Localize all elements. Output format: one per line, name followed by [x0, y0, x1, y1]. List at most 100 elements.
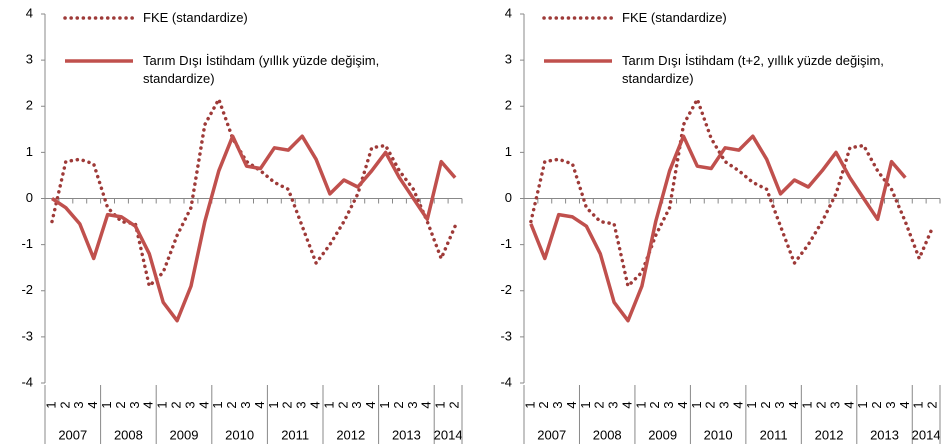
y-tick-label: -1 [21, 236, 33, 251]
x-tick-label: 2 [113, 401, 128, 408]
y-tick-label: 4 [26, 5, 33, 20]
series-line [51, 134, 457, 323]
x-tick-label: 2 [224, 401, 239, 408]
x-tick-label: 3 [238, 401, 253, 408]
series-line [529, 97, 935, 288]
x-group-label: 2013 [392, 427, 421, 442]
x-tick-label: 1 [433, 401, 448, 408]
x-tick-label: 1 [377, 401, 392, 408]
legend-item: FKE (standardize) [143, 10, 248, 25]
x-tick-label: 2 [446, 401, 461, 408]
x-group-label: 2014 [434, 427, 463, 442]
x-tick-label: 4 [307, 401, 322, 408]
y-tick-label: 1 [505, 144, 512, 159]
x-tick-label: 4 [841, 401, 856, 408]
x-tick-label: 1 [744, 401, 759, 408]
x-tick-label: 3 [127, 401, 142, 408]
x-group-label: 2010 [225, 427, 254, 442]
x-tick-label: 1 [155, 401, 170, 408]
x-tick-label: 1 [522, 401, 537, 408]
panel: -4-3-2-101234123412341234123412341234123… [21, 5, 463, 444]
x-tick-label: 4 [419, 401, 434, 408]
x-group-label: 2012 [336, 427, 365, 442]
x-group-label: 2009 [170, 427, 199, 442]
x-group-label: 2014 [912, 427, 941, 442]
x-group-label: 2007 [537, 427, 566, 442]
x-tick-label: 4 [252, 401, 267, 408]
y-tick-label: 0 [505, 190, 512, 205]
x-tick-label: 3 [349, 401, 364, 408]
panel: -4-3-2-101234123412341234123412341234123… [500, 5, 941, 444]
y-tick-label: 1 [26, 144, 33, 159]
legend-item: Tarım Dışı İstihdam (t+2, yıllık yüzde d… [622, 53, 884, 86]
series-line [50, 97, 457, 288]
x-tick-label: 1 [800, 401, 815, 408]
x-group-label: 2012 [815, 427, 844, 442]
x-tick-label: 3 [405, 401, 420, 408]
x-tick-label: 2 [814, 401, 829, 408]
x-tick-label: 2 [335, 401, 350, 408]
x-tick-label: 4 [786, 401, 801, 408]
x-tick-label: 4 [897, 401, 912, 408]
x-tick-label: 2 [536, 401, 551, 408]
y-tick-label: -2 [500, 282, 512, 297]
x-tick-label: 2 [647, 401, 662, 408]
x-tick-label: 1 [911, 401, 926, 408]
x-tick-label: 3 [661, 401, 676, 408]
y-tick-label: -4 [21, 374, 33, 389]
x-tick-label: 3 [182, 401, 197, 408]
x-tick-label: 4 [363, 401, 378, 408]
x-tick-label: 1 [633, 401, 648, 408]
x-group-label: 2011 [760, 427, 788, 442]
x-tick-label: 2 [703, 401, 718, 408]
x-tick-label: 3 [71, 401, 86, 408]
x-group-label: 2007 [58, 427, 87, 442]
x-tick-label: 3 [606, 401, 621, 408]
y-tick-label: 2 [505, 98, 512, 113]
x-group-label: 2013 [870, 427, 899, 442]
x-group-label: 2010 [704, 427, 733, 442]
x-tick-label: 3 [294, 401, 309, 408]
x-tick-label: 4 [730, 401, 745, 408]
x-tick-label: 1 [578, 401, 593, 408]
x-group-label: 2008 [593, 427, 622, 442]
y-tick-label: -4 [500, 374, 512, 389]
x-tick-label: 4 [85, 401, 100, 408]
legend-item: Tarım Dışı İstihdam (yıllık yüzde değişi… [143, 53, 380, 86]
y-tick-label: -1 [500, 236, 512, 251]
legend-label: Tarım Dışı İstihdam (t+2, yıllık yüzde d… [622, 53, 884, 86]
x-tick-label: 3 [827, 401, 842, 408]
x-tick-label: 4 [619, 401, 634, 408]
x-tick-label: 4 [141, 401, 156, 408]
x-tick-label: 2 [592, 401, 607, 408]
y-tick-label: 3 [505, 52, 512, 67]
legend-item: FKE (standardize) [622, 10, 727, 25]
x-tick-label: 1 [266, 401, 281, 408]
x-tick-label: 2 [280, 401, 295, 408]
x-tick-label: 3 [883, 401, 898, 408]
x-tick-label: 4 [675, 401, 690, 408]
series-line [529, 134, 907, 323]
x-tick-label: 1 [43, 401, 58, 408]
y-tick-label: 0 [26, 190, 33, 205]
x-tick-label: 3 [550, 401, 565, 408]
y-tick-label: -2 [21, 282, 33, 297]
x-tick-label: 2 [869, 401, 884, 408]
x-tick-label: 3 [717, 401, 732, 408]
x-tick-label: 2 [168, 401, 183, 408]
x-tick-label: 2 [758, 401, 773, 408]
x-tick-label: 3 [772, 401, 787, 408]
x-tick-label: 2 [57, 401, 72, 408]
x-tick-label: 1 [855, 401, 870, 408]
y-tick-label: 4 [505, 5, 512, 20]
x-tick-label: 2 [925, 401, 940, 408]
y-tick-label: 2 [26, 98, 33, 113]
x-group-label: 2009 [648, 427, 677, 442]
legend-label: FKE (standardize) [622, 10, 727, 25]
y-tick-label: 3 [26, 52, 33, 67]
x-tick-label: 1 [689, 401, 704, 408]
x-tick-label: 2 [391, 401, 406, 408]
legend-label: Tarım Dışı İstihdam (yıllık yüzde değişi… [143, 53, 380, 86]
x-tick-label: 4 [564, 401, 579, 408]
